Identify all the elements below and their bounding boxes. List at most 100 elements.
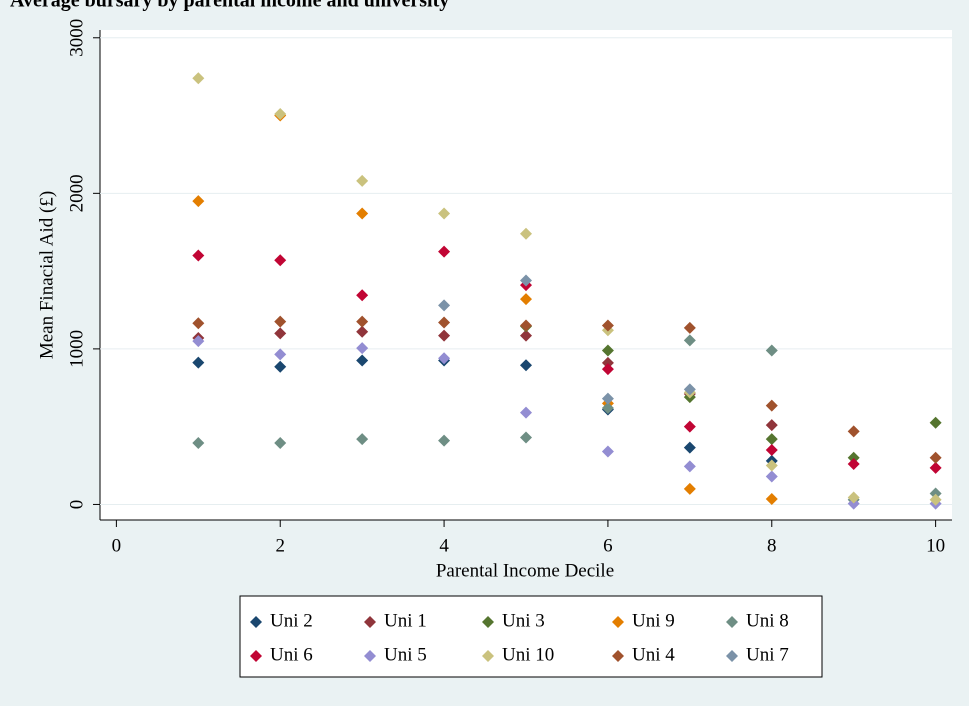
point	[601, 363, 614, 376]
point	[765, 344, 778, 357]
legend-label: Uni 3	[502, 610, 545, 631]
point	[520, 431, 532, 444]
point	[438, 299, 451, 312]
point	[847, 497, 860, 510]
point	[765, 493, 778, 505]
point	[438, 316, 451, 329]
y-tick-label: 2000	[66, 174, 87, 212]
point	[192, 195, 205, 208]
point	[601, 392, 614, 405]
point	[929, 416, 942, 429]
point	[929, 461, 942, 474]
point	[601, 344, 614, 357]
point	[765, 419, 778, 432]
x-tick-label: 4	[439, 535, 449, 556]
x-tick-label: 0	[112, 535, 122, 556]
legend-marker	[482, 650, 494, 662]
point	[438, 434, 451, 447]
point	[683, 420, 696, 433]
point	[438, 207, 451, 220]
point	[356, 207, 369, 220]
legend-label: Uni 5	[384, 644, 427, 665]
point	[683, 482, 696, 495]
legend-label: Uni 1	[384, 610, 427, 631]
point	[274, 360, 287, 373]
point	[192, 356, 205, 369]
point	[601, 402, 614, 414]
legend-marker	[250, 650, 262, 662]
point	[847, 425, 860, 438]
point	[765, 399, 778, 412]
point	[192, 335, 205, 348]
legend-label: Uni 2	[270, 610, 313, 631]
y-tick-label: 0	[66, 500, 87, 510]
point	[356, 315, 369, 328]
legend	[239, 595, 823, 678]
point	[683, 460, 696, 473]
y-tick-label: 3000	[66, 19, 87, 57]
legend-marker	[726, 650, 738, 662]
point	[274, 437, 287, 449]
chart-title: Average bursary by parental income and u…	[10, 0, 449, 12]
legend-marker	[726, 616, 738, 628]
point	[356, 354, 369, 367]
legend-label: Uni 7	[746, 644, 789, 665]
point	[683, 441, 696, 454]
point	[192, 72, 205, 85]
point	[765, 470, 778, 483]
point	[601, 356, 614, 369]
legend-marker	[612, 650, 624, 662]
point	[192, 249, 205, 262]
point	[847, 451, 860, 464]
y-axis-label: Mean Finacial Aid (£)	[36, 191, 57, 359]
legend-label: Uni 9	[632, 610, 675, 631]
point	[356, 342, 369, 355]
point	[438, 245, 451, 258]
legend-label: Uni 6	[270, 644, 313, 665]
point	[520, 319, 532, 332]
point	[765, 433, 778, 446]
legend-marker	[250, 616, 262, 628]
legend-marker	[482, 616, 494, 628]
legend-label: Uni 10	[502, 644, 554, 665]
point	[356, 433, 369, 446]
point	[274, 348, 287, 361]
point	[356, 325, 369, 338]
point	[683, 383, 696, 396]
point	[683, 321, 696, 334]
point	[929, 493, 942, 506]
point	[847, 491, 860, 504]
legend-label: Uni 8	[746, 610, 789, 631]
x-tick-label: 6	[603, 535, 613, 556]
x-tick-label: 10	[926, 535, 945, 556]
point	[765, 459, 778, 472]
point	[601, 319, 614, 332]
point	[520, 227, 532, 240]
point	[929, 487, 942, 500]
point	[356, 289, 369, 302]
point	[192, 437, 205, 449]
legend-marker	[364, 616, 376, 628]
point	[520, 293, 532, 306]
x-axis-label: Parental Income Decile	[436, 560, 614, 581]
point	[356, 174, 369, 187]
point	[520, 359, 532, 372]
point	[520, 274, 532, 287]
legend-marker	[612, 616, 624, 628]
y-tick-label: 1000	[66, 330, 87, 368]
x-tick-label: 2	[275, 535, 285, 556]
legend-marker	[364, 650, 376, 662]
x-tick-label: 8	[767, 535, 777, 556]
point	[438, 329, 451, 342]
point	[520, 329, 532, 342]
point	[274, 108, 287, 120]
point	[765, 444, 778, 456]
legend-label: Uni 4	[632, 644, 675, 665]
point	[274, 254, 287, 267]
point	[520, 406, 532, 419]
point	[929, 451, 942, 464]
point	[683, 334, 696, 347]
point	[438, 352, 451, 365]
point	[601, 445, 614, 458]
